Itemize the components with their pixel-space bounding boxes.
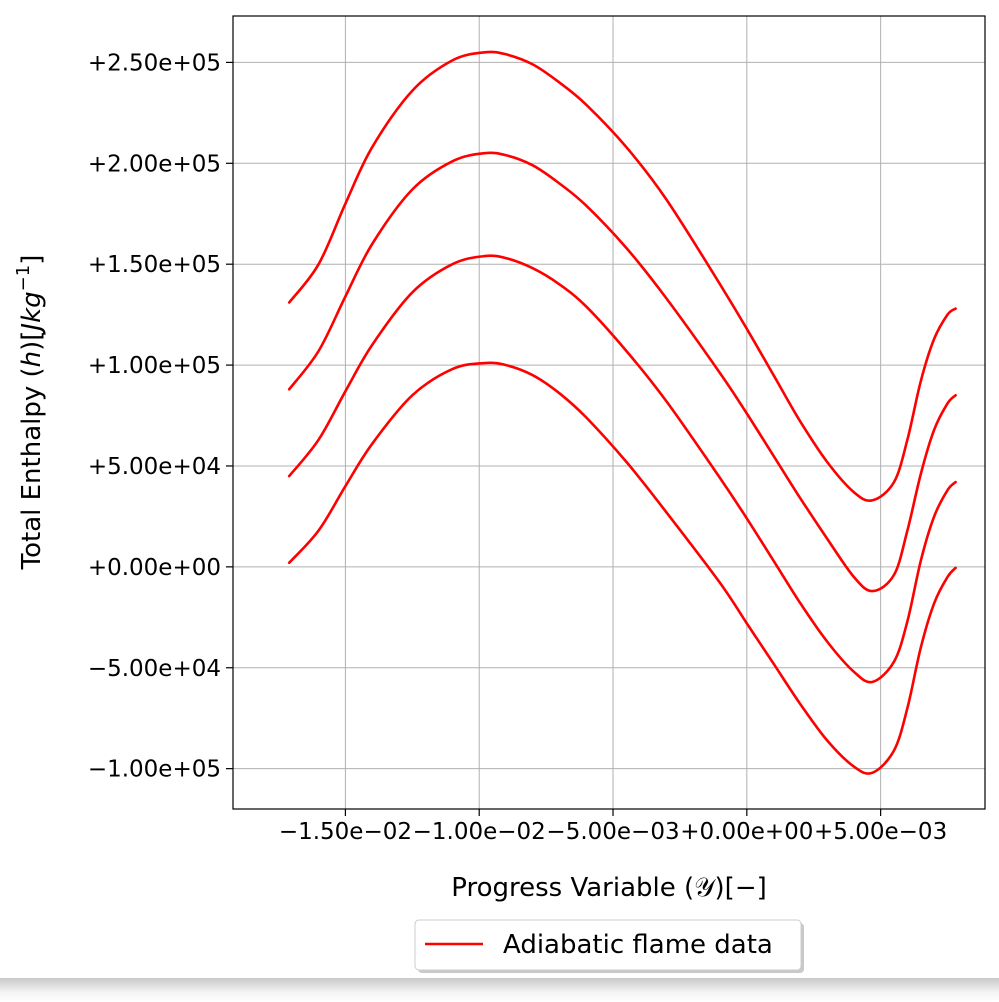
series-line-4 (287, 50, 957, 503)
bottom-shadow (0, 978, 999, 1002)
legend-label: Adiabatic flame data (503, 930, 773, 960)
series-line-2 (287, 254, 957, 684)
y-tick-label: +1.00e+05 (88, 353, 221, 379)
legend-box (414, 919, 802, 971)
grid (233, 16, 985, 809)
x-tick-label: +0.00e+00 (680, 819, 813, 845)
x-tick-label: +5.00e−03 (814, 819, 947, 845)
x-axis-ticks: −1.50e−02 −1.00e−02 −5.00e−03 +0.00e+00 +5.0… (279, 809, 947, 845)
x-axis-label: Progress Variable (𝒴)[−] (451, 873, 767, 903)
figure: −1.00e+05 −5.00e+04 +0.00e+00 +5.00e+04 +1.0… (13, 15, 986, 973)
enthalpy-chart: −1.00e+05 −5.00e+04 +0.00e+00 +5.00e+04 +1.0… (13, 15, 986, 973)
y-tick-label: −5.00e+04 (88, 656, 221, 682)
y-tick-label: +2.50e+05 (88, 50, 221, 76)
y-tick-label: +5.00e+04 (88, 454, 221, 480)
y-tick-label: −1.00e+05 (88, 757, 221, 783)
y-tick-label: +2.00e+05 (88, 151, 221, 177)
y-tick-label: +1.50e+05 (88, 252, 221, 278)
series-line-3 (287, 151, 957, 593)
legend: Adiabatic flame data (414, 919, 804, 973)
plot-area-frame (232, 15, 986, 810)
series-lines (287, 50, 957, 775)
x-tick-label: −1.00e−02 (413, 819, 546, 845)
y-tick-label: +0.00e+00 (88, 555, 221, 581)
series-line-1 (287, 361, 957, 775)
y-axis-ticks: −1.00e+05 −5.00e+04 +0.00e+00 +5.00e+04 +1.0… (88, 50, 233, 783)
y-axis-label: Total Enthalpy (h)[Jkg−1] (13, 255, 47, 571)
x-tick-label: −5.00e−03 (546, 819, 679, 845)
x-tick-label: −1.50e−02 (279, 819, 412, 845)
